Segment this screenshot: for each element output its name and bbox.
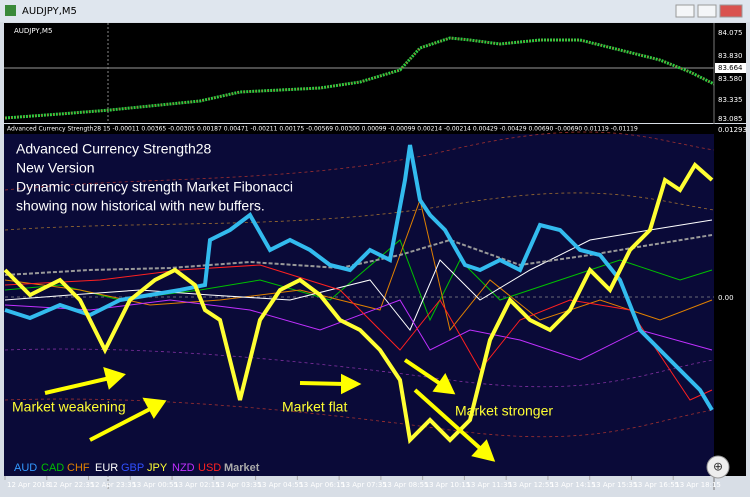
time-tick-label: 13 Apr 14:15 (550, 481, 596, 489)
zoom-button[interactable] (706, 455, 730, 479)
price-tick: 83.580 (718, 75, 743, 83)
minimize-button[interactable] (675, 4, 695, 18)
legend-entry: CHF (67, 462, 90, 474)
time-tick-label: 13 Apr 04:55 (258, 481, 304, 489)
legend-entry: Market (224, 462, 260, 474)
time-tick-label: 12 Apr 2018 (7, 481, 50, 489)
time-tick-label: 13 Apr 07:35 (341, 481, 387, 489)
indicator-header: Advanced Currency Strength28 15 -0.00011… (7, 126, 638, 133)
time-tick-label: 12 Apr 23:35 (91, 481, 137, 489)
time-tick-label: 13 Apr 16:55 (633, 481, 679, 489)
time-tick-label: 13 Apr 18:15 (675, 481, 721, 489)
legend-entry: EUR (95, 462, 118, 474)
annotation: Market stronger (455, 403, 553, 419)
price-tick: 83.085 (718, 115, 743, 123)
time-tick-label: 12 Apr 22:35 (49, 481, 95, 489)
window-title: AUDJPY,M5 (22, 6, 77, 17)
time-tick-label: 13 Apr 06:15 (299, 481, 345, 489)
close-button[interactable] (719, 4, 743, 18)
legend-entry: NZD (172, 462, 195, 474)
time-tick-label: 13 Apr 10:15 (425, 481, 471, 489)
jpy-strength-line (3, 161, 714, 445)
aud-strength-line (4, 144, 714, 412)
symbol-label: AUDJPY,M5 (14, 27, 52, 35)
annotation-arrows (44, 358, 496, 462)
current-price: 83.664 (718, 64, 743, 72)
annotation: Market weakening (12, 399, 126, 415)
time-tick-label: 13 Apr 12:55 (508, 481, 554, 489)
title-bar (0, 0, 750, 22)
current-price-box (715, 63, 746, 73)
overlay-line: Dynamic currency strength Market Fibonac… (16, 179, 293, 195)
overlay-line: showing now historical with new buffers. (16, 198, 265, 214)
overlay-title: Advanced Currency Strength28 (16, 141, 212, 157)
price-candles-down (4, 37, 715, 119)
price-tick: 84.075 (718, 29, 743, 37)
price-tick: 83.830 (718, 52, 743, 60)
maximize-button[interactable] (697, 4, 717, 18)
overlay-line: New Version (16, 160, 95, 176)
annotation: Market flat (282, 399, 347, 415)
indicator-axis-top: 0.01293 (718, 126, 747, 134)
zoom-icon: ⊕ (713, 460, 723, 474)
legend-entry: GBP (121, 462, 144, 474)
time-tick-label: 13 Apr 00:55 (132, 481, 178, 489)
legend-entry: CAD (41, 462, 64, 474)
price-tick: 83.335 (718, 96, 743, 104)
legend-entry: JPY (147, 462, 168, 474)
time-tick-label: 13 Apr 03:35 (216, 481, 262, 489)
fibonacci-bands (4, 131, 715, 438)
legend-entry: USD (198, 462, 221, 474)
indicator-axis-zero: 0.00 (718, 294, 734, 302)
time-tick-label: 13 Apr 11:35 (466, 481, 512, 489)
time-tick-label: 13 Apr 15:35 (592, 481, 638, 489)
window-icon (5, 5, 16, 16)
time-tick-label: 13 Apr 08:55 (383, 481, 429, 489)
price-chart (4, 23, 746, 123)
time-tick-label: 13 Apr 02:15 (174, 481, 220, 489)
legend: AUD CAD CHF EUR GBP JPY NZD USD Market (14, 462, 260, 474)
legend-entry: AUD (14, 462, 37, 474)
